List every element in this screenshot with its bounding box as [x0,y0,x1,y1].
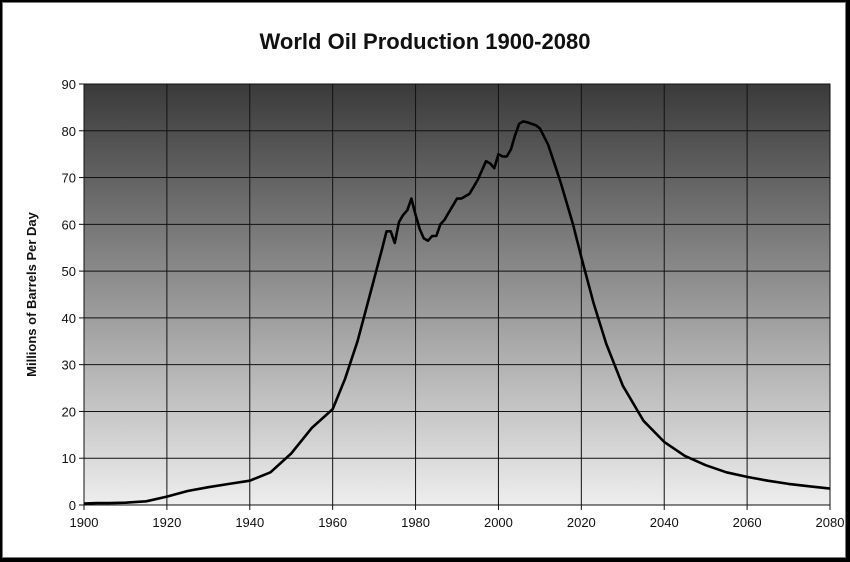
y-tick-label: 80 [62,124,76,139]
x-tick-label: 2060 [733,515,762,530]
x-tick-label: 1980 [401,515,430,530]
y-tick-label: 20 [62,404,76,419]
y-tick-label: 0 [69,498,76,513]
y-axis-ticks: 0 10 20 30 40 50 60 70 80 90 [62,77,84,513]
x-tick-label: 2040 [650,515,679,530]
y-tick-label: 70 [62,171,76,186]
y-tick-label: 60 [62,217,76,232]
x-tick-label: 2080 [816,515,845,530]
grid [83,83,831,506]
y-tick-label: 10 [62,451,76,466]
y-tick-label: 90 [62,77,76,92]
y-tick-label: 40 [62,311,76,326]
y-axis-label: Millions of Barrels Per Day [24,211,39,376]
chart-svg: 0 10 20 30 40 50 60 70 80 90 1900 1920 1940 1960 1980… [24,77,845,530]
series-line [83,120,831,505]
plot-area [83,83,831,506]
x-tick-label: 1920 [152,515,181,530]
x-tick-label: 2000 [484,515,513,530]
x-tick-label: 1940 [235,515,264,530]
x-tick-label: 2020 [567,515,596,530]
x-tick-label: 1900 [70,515,99,530]
x-axis-ticks: 1900 1920 1940 1960 1980 2000 2020 2040 2060 2080 [70,505,845,530]
x-tick-label: 1960 [318,515,347,530]
y-tick-label: 30 [62,358,76,373]
y-tick-label: 50 [62,264,76,279]
chart-title: World Oil Production 1900-2080 [259,29,591,54]
